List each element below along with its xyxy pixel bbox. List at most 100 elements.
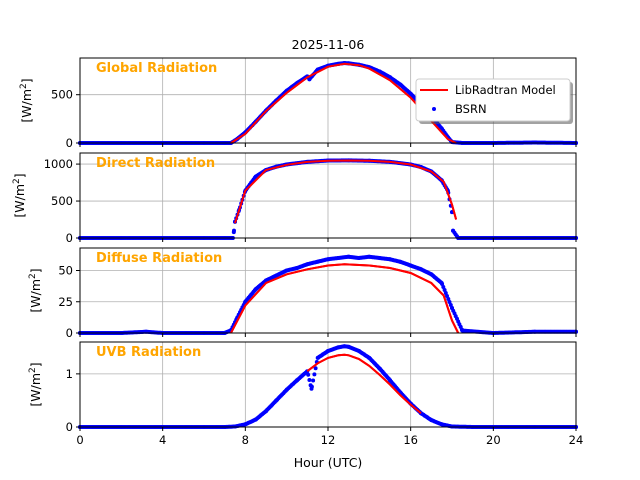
y-axis-label: [W/m2] bbox=[28, 362, 43, 406]
bsrn-point bbox=[367, 355, 372, 360]
y-axis-label: [W/m2] bbox=[12, 173, 27, 217]
bsrn-point bbox=[326, 349, 330, 353]
series-model-line-top bbox=[234, 159, 458, 224]
bsrn-point bbox=[253, 174, 258, 179]
bsrn-point bbox=[419, 267, 423, 272]
bsrn-point bbox=[357, 256, 361, 260]
bsrn-point bbox=[377, 366, 382, 371]
bsrn-point bbox=[315, 259, 320, 264]
bsrn-point bbox=[445, 294, 449, 298]
legend-box bbox=[415, 78, 571, 122]
bsrn-point bbox=[442, 288, 447, 292]
bsrn-point bbox=[460, 328, 465, 333]
bsrn-point bbox=[306, 372, 311, 377]
bsrn-point bbox=[429, 272, 434, 277]
bsrn-point bbox=[408, 263, 413, 268]
bsrn-point bbox=[439, 281, 444, 285]
panel-diffuse-radiation: 0 25 50 Diffuse Radiation [W/m2] bbox=[28, 247, 578, 340]
x-tick-label: 0 bbox=[76, 433, 83, 447]
bsrn-point bbox=[450, 306, 454, 310]
bsrn-point bbox=[357, 349, 361, 353]
bsrn-point bbox=[342, 344, 347, 349]
legend: LibRadtran Model BSRN bbox=[415, 78, 573, 124]
bsrn-point bbox=[284, 268, 289, 273]
bsrn-point bbox=[439, 126, 444, 131]
x-tick-label: 20 bbox=[486, 433, 501, 447]
y-axis-label: [W/m2] bbox=[28, 268, 43, 312]
y-tick-label: 50 bbox=[58, 264, 73, 278]
bsrn-point bbox=[313, 366, 318, 371]
series-model-line-top bbox=[230, 263, 460, 334]
panel-title: Global Radiation bbox=[96, 61, 217, 76]
bsrn-point bbox=[243, 422, 248, 427]
panel-direct-radiation: 0 500 1000 Direct Radiation [W/m2] bbox=[12, 152, 578, 245]
bsrn-point bbox=[451, 228, 455, 233]
bsrn-point bbox=[243, 299, 248, 304]
bsrn-point bbox=[346, 344, 351, 349]
legend-model-label: LibRadtran Model bbox=[455, 83, 556, 97]
bsrn-point bbox=[232, 228, 236, 233]
bsrn-point bbox=[253, 417, 258, 422]
y-tick-label: 0 bbox=[66, 420, 73, 434]
bsrn-point bbox=[309, 386, 314, 391]
bsrn-point bbox=[336, 256, 341, 260]
bsrn-point bbox=[398, 259, 403, 264]
y-tick-label: 0 bbox=[66, 136, 73, 150]
y-axis-label: [W/m2] bbox=[19, 78, 34, 122]
bsrn-point bbox=[253, 287, 258, 292]
bsrn-point bbox=[388, 378, 392, 383]
x-axis-label: Hour (UTC) bbox=[294, 455, 363, 470]
panel-uvb-radiation: 0 1 0 4 8 12 16 20 24 UVB Radiation [W/m2] bbox=[28, 341, 584, 447]
bsrn-point bbox=[447, 300, 452, 304]
bsrn-point bbox=[377, 69, 382, 74]
bsrn-point bbox=[388, 257, 392, 262]
bsrn-point bbox=[346, 254, 351, 259]
y-tick-label: 0 bbox=[66, 326, 73, 340]
bsrn-point bbox=[388, 75, 392, 80]
bsrn-point bbox=[446, 297, 451, 301]
x-tick-label: 24 bbox=[569, 433, 584, 447]
bsrn-point bbox=[284, 387, 289, 392]
bsrn-point bbox=[311, 378, 316, 383]
bsrn-point bbox=[408, 91, 413, 96]
legend-bsrn-swatch bbox=[432, 107, 436, 111]
bsrn-point bbox=[443, 291, 448, 295]
x-tick-label: 8 bbox=[242, 433, 249, 447]
bsrn-point bbox=[439, 422, 444, 427]
y-tick-label: 1000 bbox=[44, 157, 73, 171]
x-tick-label: 4 bbox=[159, 433, 166, 447]
figure-title: 2025-11-06 bbox=[292, 37, 365, 52]
y-tick-label: 25 bbox=[58, 295, 73, 309]
bsrn-point bbox=[336, 345, 341, 350]
x-tick-label: 16 bbox=[403, 433, 418, 447]
bsrn-point bbox=[326, 257, 330, 262]
bsrn-point bbox=[398, 82, 403, 87]
bsrn-point bbox=[295, 266, 299, 270]
series-model-line bbox=[230, 263, 460, 334]
panel-title: Diffuse Radiation bbox=[96, 251, 222, 266]
panel-title: Direct Radiation bbox=[96, 156, 215, 171]
bsrn-point bbox=[377, 256, 382, 260]
bsrn-point bbox=[264, 409, 268, 414]
bsrn-point bbox=[274, 273, 279, 278]
panel-title: UVB Radiation bbox=[96, 345, 201, 360]
bsrn-point bbox=[295, 378, 299, 383]
panel-global-radiation: 0 500 Global Radiation [W/m2] bbox=[19, 57, 578, 150]
bsrn-point bbox=[441, 285, 446, 289]
y-tick-label: 500 bbox=[51, 88, 73, 102]
bsrn-point bbox=[448, 303, 453, 307]
legend-bsrn-label: BSRN bbox=[455, 102, 487, 116]
y-tick-label: 0 bbox=[66, 231, 73, 245]
y-tick-label: 500 bbox=[51, 194, 73, 208]
bsrn-point bbox=[307, 77, 312, 82]
series-model-line-top bbox=[306, 353, 422, 414]
y-tick-label: 1 bbox=[66, 367, 73, 381]
bsrn-point bbox=[274, 398, 279, 403]
series-bsrn bbox=[78, 254, 578, 335]
x-tick-label: 12 bbox=[321, 433, 336, 447]
bsrn-point bbox=[312, 372, 317, 377]
bsrn-point bbox=[367, 254, 372, 259]
bsrn-point bbox=[305, 262, 310, 267]
